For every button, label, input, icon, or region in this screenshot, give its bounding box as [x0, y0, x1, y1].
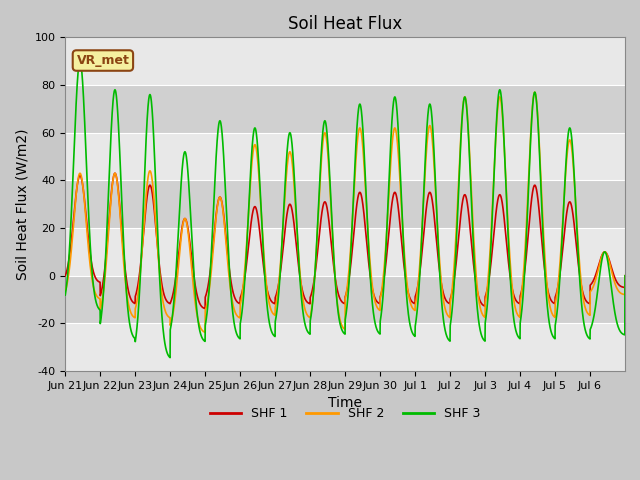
SHF 1: [502, 237, 510, 242]
SHF 3: [61, 292, 69, 298]
SHF 2: [467, 166, 474, 171]
SHF 3: [502, 189, 510, 194]
SHF 1: [61, 273, 69, 279]
SHF 1: [615, 282, 623, 288]
SHF 2: [615, 289, 623, 295]
SHF 1: [621, 273, 629, 278]
Bar: [65, 228, 625, 276]
Bar: [65, 276, 625, 324]
SHF 1: [417, 258, 425, 264]
SHF 3: [621, 273, 629, 278]
X-axis label: Time: Time: [328, 396, 362, 410]
Title: Soil Heat Flux: Soil Heat Flux: [288, 15, 403, 33]
SHF 1: [536, 215, 543, 221]
SHF 2: [417, 243, 425, 249]
SHF 1: [467, 230, 474, 236]
Bar: [65, 324, 625, 371]
SHF 3: [166, 355, 174, 360]
SHF 2: [201, 329, 209, 335]
SHF 2: [61, 288, 69, 294]
SHF 2: [531, 89, 538, 95]
SHF 3: [467, 177, 474, 183]
SHF 2: [621, 273, 629, 278]
SHF 3: [615, 326, 623, 332]
SHF 1: [201, 306, 209, 312]
SHF 3: [76, 58, 84, 64]
Y-axis label: Soil Heat Flux (W/m2): Soil Heat Flux (W/m2): [15, 129, 29, 280]
SHF 1: [176, 239, 184, 245]
SHF 1: [111, 170, 119, 176]
Text: VR_met: VR_met: [76, 54, 129, 67]
Legend: SHF 1, SHF 2, SHF 3: SHF 1, SHF 2, SHF 3: [205, 402, 485, 425]
Line: SHF 1: SHF 1: [65, 173, 625, 309]
SHF 3: [417, 247, 425, 252]
Bar: [65, 180, 625, 228]
SHF 2: [176, 247, 184, 253]
Bar: [65, 85, 625, 132]
SHF 2: [502, 180, 510, 186]
Line: SHF 3: SHF 3: [65, 61, 625, 358]
Bar: [65, 132, 625, 180]
SHF 3: [177, 195, 184, 201]
Line: SHF 2: SHF 2: [65, 92, 625, 332]
SHF 3: [536, 157, 543, 163]
SHF 2: [536, 152, 543, 157]
Bar: [65, 37, 625, 85]
